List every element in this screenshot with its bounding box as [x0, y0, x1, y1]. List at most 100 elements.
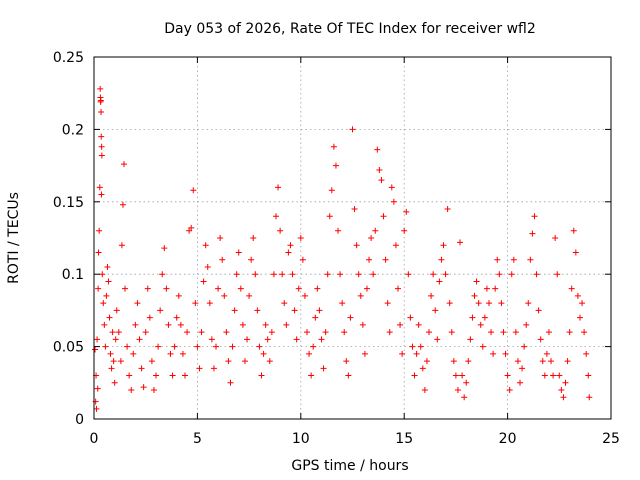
- data-point: [390, 198, 397, 205]
- chart-title: Day 053 of 2026, Rate Of TEC Index for r…: [164, 21, 536, 37]
- data-point: [397, 321, 404, 328]
- data-point: [531, 213, 538, 220]
- data-point: [159, 271, 166, 278]
- data-point: [196, 365, 203, 372]
- data-point: [529, 230, 536, 237]
- data-point: [119, 201, 126, 208]
- data-point: [384, 300, 391, 307]
- data-point: [527, 256, 534, 263]
- x-tick-labels: 0 5 10 15 20 25: [90, 431, 620, 447]
- data-point: [210, 365, 217, 372]
- data-point: [506, 387, 513, 394]
- data-point: [206, 300, 213, 307]
- data-point: [215, 285, 222, 292]
- data-point: [237, 285, 244, 292]
- data-point: [374, 146, 381, 153]
- data-point: [108, 365, 115, 372]
- data-point: [310, 343, 317, 350]
- data-point: [537, 336, 544, 343]
- data-point: [366, 256, 373, 263]
- data-point: [351, 206, 358, 213]
- data-point: [556, 372, 563, 379]
- data-point: [566, 329, 573, 336]
- data-point: [448, 329, 455, 336]
- data-point: [231, 307, 238, 314]
- data-point: [440, 242, 447, 249]
- data-point: [328, 187, 335, 194]
- data-point: [99, 271, 106, 278]
- data-point: [262, 321, 269, 328]
- data-point: [376, 166, 383, 173]
- data-point: [102, 343, 109, 350]
- data-point: [250, 235, 257, 241]
- data-point: [112, 336, 119, 343]
- data-point: [562, 379, 569, 386]
- data-point: [399, 350, 406, 357]
- data-point: [444, 206, 451, 213]
- data-point: [312, 314, 319, 321]
- data-point: [372, 227, 379, 234]
- data-point: [161, 245, 168, 252]
- data-point: [120, 161, 127, 168]
- data-point: [301, 292, 308, 299]
- data-point: [378, 177, 385, 184]
- data-point: [502, 350, 509, 357]
- data-point: [318, 336, 325, 343]
- data-point: [583, 350, 590, 357]
- data-point: [552, 235, 559, 241]
- data-point: [304, 329, 311, 336]
- data-point: [148, 358, 155, 365]
- data-point: [442, 271, 449, 278]
- data-point: [192, 300, 199, 307]
- data-point: [490, 350, 497, 357]
- data-point: [297, 235, 304, 241]
- data-point: [94, 385, 101, 392]
- x-tick-label: 20: [499, 431, 517, 447]
- data-point: [581, 329, 588, 336]
- data-point: [514, 358, 521, 365]
- data-point: [483, 285, 490, 292]
- data-point: [244, 336, 251, 343]
- data-point: [118, 242, 125, 249]
- data-point: [432, 307, 439, 314]
- data-point: [258, 372, 265, 379]
- y-tick-label: 0.25: [53, 50, 84, 66]
- data-point: [585, 372, 592, 379]
- data-point: [512, 329, 519, 336]
- data-point: [115, 329, 122, 336]
- data-point: [541, 372, 548, 379]
- data-point: [477, 321, 484, 328]
- data-point: [227, 379, 234, 386]
- data-point: [272, 213, 279, 220]
- data-point: [394, 285, 401, 292]
- data-point: [289, 271, 296, 278]
- data-point: [92, 346, 99, 353]
- data-point: [117, 358, 124, 365]
- data-point: [409, 343, 416, 350]
- data-point: [320, 365, 327, 372]
- data-point: [335, 227, 342, 234]
- data-point: [111, 379, 118, 386]
- data-point: [421, 387, 428, 394]
- data-point: [533, 271, 540, 278]
- data-point: [370, 271, 377, 278]
- data-point: [171, 343, 178, 350]
- data-point: [142, 329, 149, 336]
- data-point: [241, 358, 248, 365]
- data-point: [136, 336, 143, 343]
- data-point: [388, 184, 395, 191]
- data-point: [492, 285, 499, 292]
- data-point: [128, 387, 135, 394]
- data-point: [349, 126, 356, 133]
- data-point: [233, 271, 240, 278]
- data-point: [109, 329, 116, 336]
- data-point: [343, 358, 350, 365]
- data-point: [517, 379, 524, 386]
- data-point: [574, 292, 581, 299]
- data-point: [97, 97, 104, 104]
- data-point: [95, 249, 102, 256]
- data-point: [100, 300, 107, 307]
- data-point: [208, 336, 215, 343]
- data-point: [98, 191, 105, 198]
